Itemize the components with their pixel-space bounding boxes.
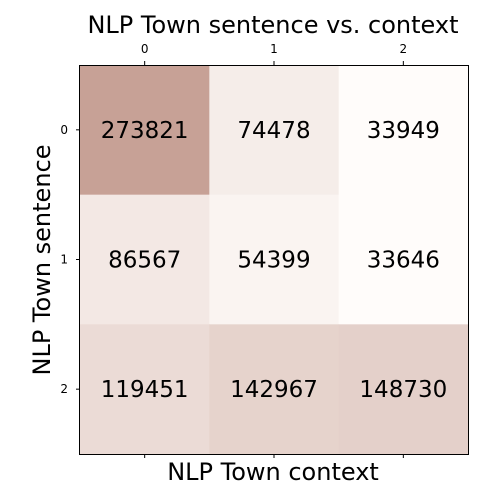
heatmap-cell [209,324,340,455]
top-x-axis: 0 1 2 [141,42,407,65]
heatmap-cells: 273821 74478 33949 86567 54399 33646 119451 142… [80,65,469,455]
heatmap-cell [338,324,469,455]
heatmap-cell [338,65,469,196]
cell-value-label: 74478 [237,118,310,144]
top-x-tick-label: 0 [141,42,149,56]
heatmap-cell [80,65,210,196]
cell-value-label: 148730 [359,377,447,403]
bottom-x-axis [144,454,404,458]
heatmap-cell [209,65,340,196]
y-tick-label: 0 [60,123,68,137]
cell-value-label: 142967 [230,377,318,403]
y-tick-label: 1 [60,253,68,267]
cell-value-label: 86567 [108,248,181,274]
y-axis: 0 1 2 [60,123,80,396]
cell-value-label: 273821 [101,118,189,144]
cell-value-label: 119451 [101,377,189,403]
top-x-tick-label: 1 [270,42,278,56]
y-tick-label: 2 [60,382,68,396]
heatmap-cell [80,194,210,325]
cell-value-label: 54399 [237,248,310,274]
y-axis-label: NLP Town sentence [28,145,56,376]
top-x-tick-label: 2 [400,42,408,56]
heatmap-cell [209,194,340,325]
heatmap-cell [80,324,210,455]
cell-value-label: 33949 [367,118,440,144]
cell-value-label: 33646 [367,248,440,274]
heatmap-cell [338,194,469,325]
chart-title: NLP Town sentence vs. context [87,11,458,39]
x-axis-label: NLP Town context [167,458,379,486]
